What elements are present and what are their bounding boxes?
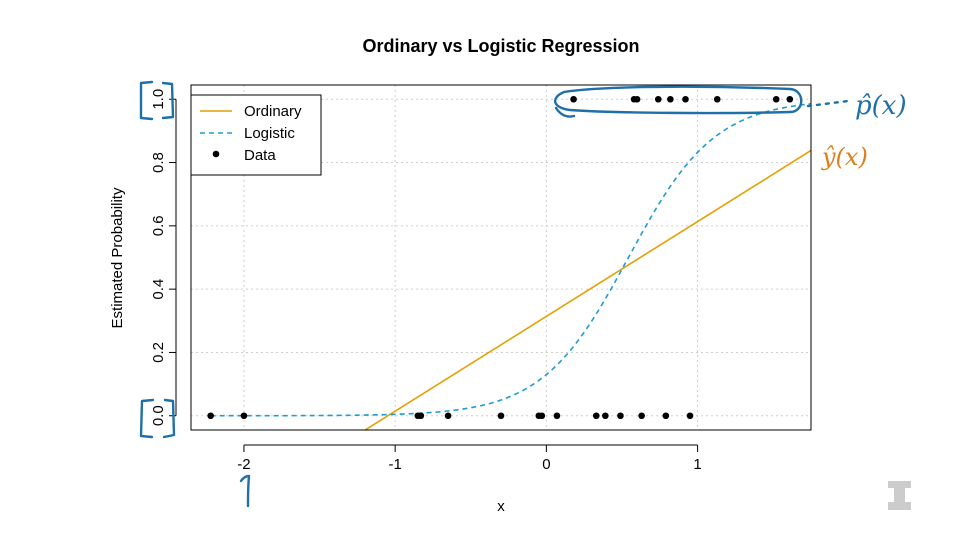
- x-axis-label: x: [497, 498, 505, 515]
- logistic-regression-curve: [210, 103, 811, 417]
- data-point: [786, 95, 794, 103]
- data-point: [667, 95, 674, 103]
- x-tick-label: 1: [693, 456, 701, 473]
- chart-title: Ordinary vs Logistic Regression: [362, 36, 639, 56]
- data-point: [538, 412, 546, 420]
- data-point: [602, 412, 609, 420]
- ordinary-regression-line: [363, 149, 811, 430]
- p-hat-annotation: p̂(x): [855, 91, 907, 121]
- legend: Ordinary Logistic Data: [190, 94, 322, 176]
- legend-label-logistic: Logistic: [244, 125, 295, 142]
- x-tick-label: 0: [542, 456, 550, 473]
- pen-annotations: p̂(x) ŷ(x): [139, 80, 907, 508]
- data-points: [207, 95, 794, 420]
- data-point: [617, 412, 624, 420]
- legend-box: [190, 94, 322, 176]
- data-point: [654, 95, 662, 103]
- bracket-y-0-icon: [139, 398, 176, 439]
- data-point: [553, 412, 561, 420]
- data-point: [570, 95, 577, 103]
- y-axis: 0.0 0.2 0.4 0.6 0.8 1.0: [150, 89, 177, 426]
- plot-frame: [190, 84, 812, 431]
- legend-label-data: Data: [244, 147, 276, 164]
- data-point: [497, 412, 505, 420]
- data-point: [240, 412, 248, 420]
- data-point: [444, 412, 452, 420]
- y-tick-label: 0.6: [150, 215, 167, 236]
- data-point: [207, 412, 214, 420]
- arrow-at-x-minus-2-icon: [239, 474, 251, 508]
- y-hat-annotation: ŷ(x): [821, 143, 868, 171]
- data-point: [713, 95, 721, 103]
- x-tick-label: -1: [388, 456, 401, 473]
- data-point: [662, 412, 670, 420]
- block-i-logo-icon: [888, 481, 911, 510]
- data-point: [682, 95, 689, 103]
- legend-label-ordinary: Ordinary: [244, 103, 302, 120]
- y-axis-label: Estimated Probability: [109, 187, 126, 328]
- y-tick-label: 1.0: [150, 89, 167, 110]
- data-point: [686, 412, 694, 420]
- grid: [191, 85, 811, 430]
- data-point: [592, 412, 600, 420]
- y-tick-label: 0.8: [150, 152, 167, 173]
- x-tick-label: -2: [237, 456, 250, 473]
- y-tick-label: 0.2: [150, 342, 167, 363]
- data-point: [638, 412, 645, 420]
- y-tick-label: 0.4: [150, 279, 167, 300]
- legend-swatch-data: [212, 150, 220, 158]
- regression-curves: [210, 103, 811, 430]
- x-axis: -2 -1 0 1: [237, 444, 702, 473]
- y-tick-label: 0.0: [150, 405, 167, 426]
- data-point: [417, 412, 425, 420]
- data-point: [772, 95, 780, 103]
- data-point: [633, 95, 641, 103]
- loop-around-top-points-icon: [554, 85, 803, 118]
- bracket-y-1-icon: [139, 80, 175, 121]
- dotted-leader-icon: [806, 99, 850, 108]
